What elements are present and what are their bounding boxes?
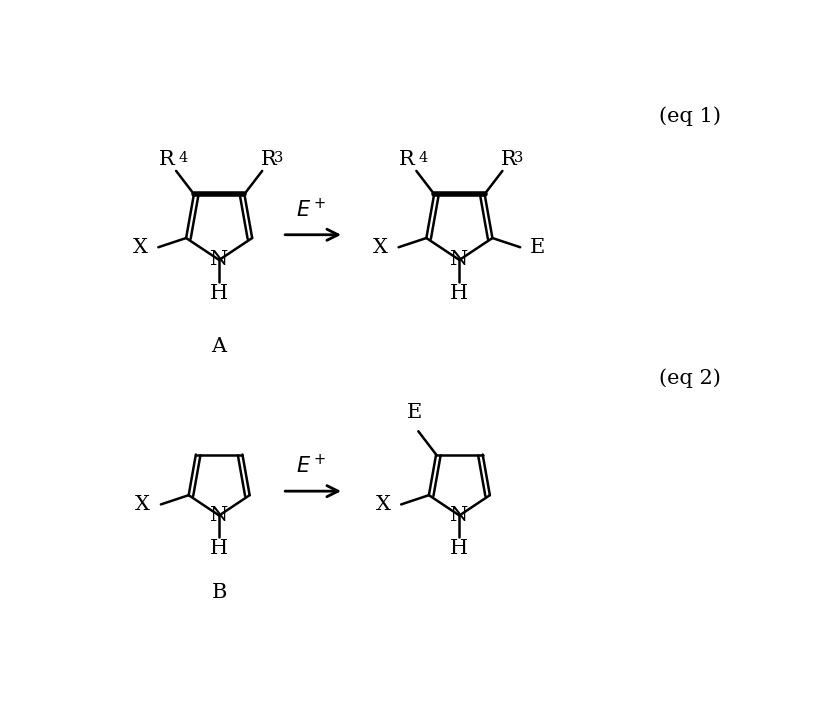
Text: X: X (133, 238, 148, 257)
Text: H: H (450, 283, 469, 302)
Text: A: A (211, 337, 227, 356)
Text: X: X (375, 495, 390, 514)
Text: $E^+$: $E^+$ (296, 197, 327, 221)
Text: N: N (450, 250, 469, 269)
Text: B: B (211, 583, 227, 602)
Text: X: X (373, 238, 388, 257)
Text: R: R (261, 150, 276, 169)
Text: 3: 3 (514, 151, 523, 165)
Text: $E^+$: $E^+$ (296, 454, 327, 477)
Text: R: R (399, 150, 415, 169)
Text: 4: 4 (418, 151, 428, 165)
Text: E: E (407, 403, 422, 422)
Text: H: H (450, 539, 469, 558)
Text: H: H (210, 539, 229, 558)
Text: 3: 3 (274, 151, 283, 165)
Text: H: H (210, 283, 229, 302)
Text: (eq 1): (eq 1) (659, 106, 721, 125)
Text: 4: 4 (178, 151, 187, 165)
Text: R: R (159, 150, 175, 169)
Text: N: N (450, 506, 469, 525)
Text: X: X (135, 495, 150, 514)
Text: N: N (210, 506, 229, 525)
Text: E: E (530, 238, 544, 257)
Text: R: R (501, 150, 516, 169)
Text: (eq 2): (eq 2) (659, 368, 721, 388)
Text: N: N (210, 250, 229, 269)
